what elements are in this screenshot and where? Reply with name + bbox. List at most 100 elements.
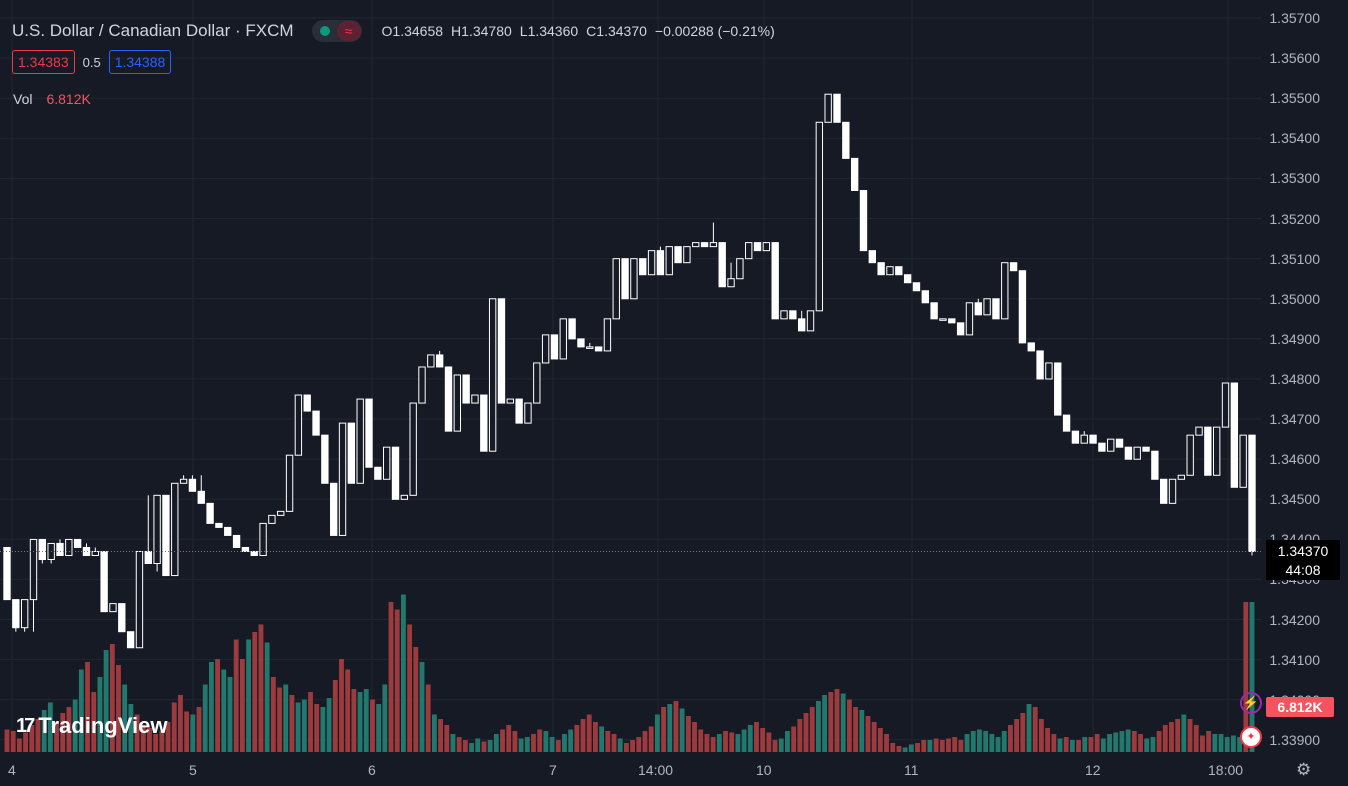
- lightning-icon[interactable]: ⚡: [1240, 692, 1262, 714]
- volume-bar: [636, 737, 642, 752]
- wave-icon: ≈: [336, 21, 361, 41]
- candle-up: [1239, 434, 1247, 488]
- volume-bar: [91, 692, 97, 752]
- volume-bar: [394, 609, 400, 752]
- volume-bar: [215, 659, 221, 752]
- volume-bar: [41, 710, 47, 752]
- volume-bar: [828, 692, 834, 752]
- volume-bar: [370, 699, 375, 752]
- volume-bar: [202, 684, 208, 752]
- volume-bar: [1119, 731, 1125, 752]
- candle-up: [630, 258, 638, 300]
- candle-down: [833, 93, 841, 123]
- candle-up: [683, 246, 691, 264]
- high-value: 1.34780: [461, 23, 512, 39]
- volume-bar: [760, 728, 766, 752]
- volume-bar: [481, 741, 487, 752]
- candle-up: [824, 93, 832, 123]
- last-price-tag: 1.34370 44:08: [1266, 540, 1340, 580]
- time-tick-label: 5: [189, 762, 197, 778]
- candle-up: [1186, 434, 1194, 476]
- volume-bar: [116, 665, 121, 752]
- price-tick-label: 1.34900: [1269, 330, 1320, 347]
- volume-bar: [1175, 719, 1181, 752]
- volume-bar: [78, 669, 84, 752]
- candle-down: [771, 242, 779, 320]
- time-tick-label: 18:00: [1208, 762, 1244, 778]
- sell-button[interactable]: 1.34383: [12, 50, 75, 74]
- volume-bar: [543, 731, 549, 752]
- volume-bar: [332, 680, 338, 752]
- candle-down: [1089, 434, 1097, 444]
- volume-bar: [685, 716, 691, 752]
- volume-bar: [816, 701, 821, 752]
- volume-bar: [320, 707, 326, 752]
- candle-down: [82, 546, 91, 556]
- gear-icon[interactable]: ⚙: [1296, 760, 1312, 779]
- volume-bar: [388, 602, 394, 752]
- volume-bar: [654, 714, 660, 752]
- time-tick-label: 6: [368, 762, 376, 778]
- volume-bar: [60, 713, 66, 752]
- price-tick-label: 1.35000: [1269, 290, 1320, 307]
- volume-bar: [902, 747, 908, 752]
- candle-up: [533, 362, 541, 404]
- volume-bar: [258, 624, 264, 752]
- candle-down: [974, 302, 982, 316]
- volume-bar: [983, 731, 989, 752]
- candle-up: [453, 374, 461, 432]
- volume-bar: [952, 737, 958, 752]
- volume-legend[interactable]: Vol 6.812K: [13, 91, 91, 107]
- volume-bar: [233, 639, 239, 752]
- volume-bar: [140, 725, 146, 752]
- volume-bar: [1206, 731, 1212, 752]
- market-status[interactable]: ≈: [311, 20, 362, 42]
- candle-up: [1080, 434, 1088, 444]
- tradingview-logo[interactable]: 17 TradingView: [16, 713, 167, 739]
- candle-down: [1142, 446, 1150, 452]
- volume-bar: [419, 662, 425, 752]
- bar-countdown: 44:08: [1285, 562, 1321, 578]
- candle-down: [1230, 382, 1239, 488]
- volume-bar: [1045, 728, 1051, 752]
- trade-buttons: 1.34383 0.5 1.34388: [12, 50, 172, 74]
- volume-bar: [147, 728, 152, 752]
- candle-down: [197, 490, 205, 504]
- tv-logo-icon: 17: [16, 714, 35, 737]
- volume-bar: [518, 738, 524, 752]
- candle-down: [515, 398, 523, 424]
- symbol-title[interactable]: U.S. Dollar / Canadian Dollar · FXCM: [12, 21, 294, 40]
- volume-bar: [283, 684, 289, 752]
- volume-bar: [1193, 725, 1199, 752]
- volume-bar: [946, 738, 951, 752]
- volume-bar: [846, 699, 852, 752]
- volume-bar: [1162, 725, 1168, 752]
- volume-bar: [896, 746, 902, 752]
- volume-bar: [1113, 732, 1119, 752]
- candle-up: [135, 550, 144, 649]
- canada-flag-icon[interactable]: ✦: [1240, 726, 1262, 748]
- volume-bar: [1008, 725, 1013, 752]
- volume-bar: [648, 726, 654, 752]
- candle-down: [126, 631, 135, 649]
- volume-bar: [1082, 737, 1088, 752]
- low-label: L: [519, 23, 528, 39]
- candle-down: [992, 298, 1000, 320]
- volume-bar: [531, 734, 536, 752]
- volume-bar: [10, 731, 16, 752]
- candle-down: [330, 482, 338, 536]
- volume-bar: [884, 734, 889, 752]
- candle-up: [780, 310, 788, 320]
- volume-bar: [227, 677, 233, 752]
- candle-up: [1177, 474, 1186, 480]
- volume-bar: [871, 722, 877, 752]
- candle-up: [277, 510, 285, 516]
- volume-bar: [475, 738, 481, 752]
- volume-bar: [1181, 714, 1187, 752]
- volume-bar: [785, 731, 790, 752]
- buy-button[interactable]: 1.34388: [108, 50, 172, 74]
- volume-bar: [196, 707, 202, 752]
- volume-bar: [524, 737, 530, 752]
- volume-bar: [661, 707, 666, 752]
